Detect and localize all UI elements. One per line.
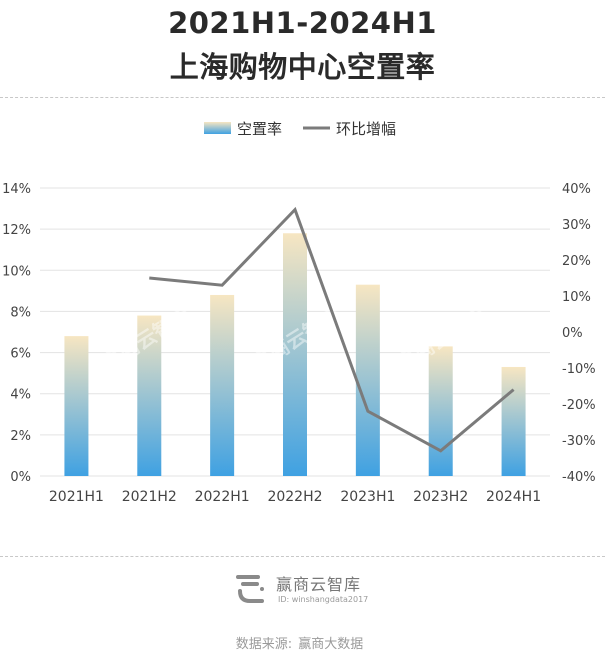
x-tick-label: 2022H2 xyxy=(267,489,322,505)
left-axis: 14% 12% 10% 8% 6% 4% 2% 0% xyxy=(2,182,31,485)
combo-chart: 空置率 环比增幅 14% 12% 10% 8% 6% 4% 2% 0% 40% 30% 20% 10… xyxy=(2,120,596,505)
left-tick-label: 8% xyxy=(10,305,31,320)
right-tick-label: -40% xyxy=(562,470,596,485)
left-tick-label: 4% xyxy=(10,388,31,403)
left-tick-label: 14% xyxy=(2,182,31,197)
legend-bar-label: 空置率 xyxy=(237,120,282,138)
right-tick-label: -20% xyxy=(562,398,596,413)
right-tick-label: -30% xyxy=(562,434,596,449)
source-label: 数据来源: xyxy=(235,637,293,652)
x-tick-label: 2021H1 xyxy=(49,489,104,505)
bar-2023H1 xyxy=(355,284,380,476)
bar-2024H1 xyxy=(501,366,526,476)
chart-title-line2: 上海购物中心空置率 xyxy=(169,50,436,84)
x-tick-label: 2023H1 xyxy=(340,489,395,505)
legend: 空置率 环比增幅 xyxy=(204,120,396,138)
bars xyxy=(64,233,526,476)
left-tick-label: 2% xyxy=(10,429,31,444)
top-divider xyxy=(0,97,605,98)
line-series xyxy=(149,206,515,453)
right-tick-label: 10% xyxy=(562,290,591,305)
x-tick-label: 2022H1 xyxy=(195,489,250,505)
source-value: 赢商大数据 xyxy=(298,637,364,652)
bottom-divider xyxy=(0,556,605,557)
right-axis: 40% 30% 20% 10% 0% -10% -20% -30% -40% xyxy=(562,182,596,485)
left-tick-label: 12% xyxy=(2,223,31,238)
right-tick-label: -10% xyxy=(562,362,596,377)
footer-brand: 赢商云智库 ID: winshangdata2017 xyxy=(232,569,407,609)
bar-2021H2 xyxy=(137,315,162,476)
right-tick-label: 40% xyxy=(562,182,591,197)
data-source: 数据来源: 赢商大数据 xyxy=(0,633,605,652)
left-tick-label: 6% xyxy=(10,347,31,362)
x-axis: 2021H1 2021H2 2022H1 2022H2 2023H1 2023H2 2024… xyxy=(49,489,541,505)
legend-line-label: 环比增幅 xyxy=(336,120,396,138)
right-tick-label: 30% xyxy=(562,218,591,233)
right-tick-label: 0% xyxy=(562,326,583,341)
left-tick-label: 10% xyxy=(2,264,31,279)
x-tick-label: 2024H1 xyxy=(486,489,541,505)
brand-id: ID: winshangdata2017 xyxy=(278,595,369,604)
bar-2023H2 xyxy=(428,346,453,476)
right-tick-label: 20% xyxy=(562,254,591,269)
x-tick-label: 2021H2 xyxy=(122,489,177,505)
line-series-path xyxy=(149,206,515,453)
bar-2022H2 xyxy=(283,233,307,476)
bar-2021H1 xyxy=(64,336,89,476)
legend-bar-swatch xyxy=(204,122,231,134)
chart-title-line1: 2021H1-2024H1 xyxy=(168,6,437,40)
x-tick-label: 2023H2 xyxy=(413,489,468,505)
brand-name: 赢商云智库 xyxy=(276,575,362,594)
brand-logo-icon xyxy=(236,575,264,603)
bar-2022H1 xyxy=(210,294,235,476)
left-tick-label: 0% xyxy=(10,470,31,485)
